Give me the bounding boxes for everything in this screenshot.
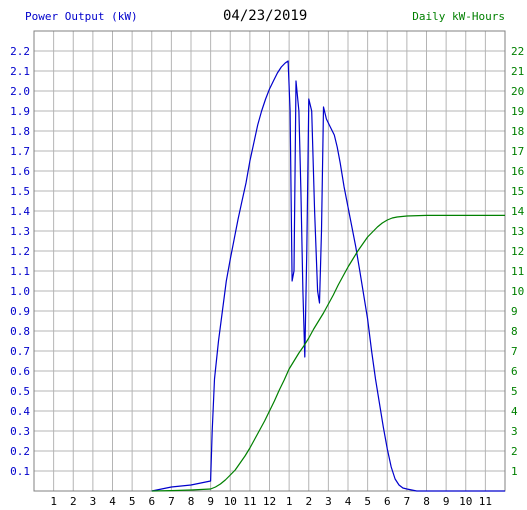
x-tick-label: 10 xyxy=(224,495,237,508)
x-tick-label: 9 xyxy=(207,495,214,508)
x-tick-label: 11 xyxy=(479,495,492,508)
x-tick-label: 9 xyxy=(443,495,450,508)
left-tick-label: 0.9 xyxy=(10,305,30,318)
x-tick-label: 5 xyxy=(129,495,136,508)
right-tick-label: 15 xyxy=(511,185,524,198)
left-axis-title: Power Output (kW) xyxy=(25,10,138,23)
x-tick-label: 3 xyxy=(90,495,97,508)
x-tick-label: 6 xyxy=(148,495,155,508)
left-tick-label: 2.0 xyxy=(10,85,30,98)
x-tick-label: 5 xyxy=(364,495,371,508)
right-tick-label: 22 xyxy=(511,45,524,58)
x-tick-label: 2 xyxy=(70,495,77,508)
x-tick-label: 7 xyxy=(404,495,411,508)
x-tick-label: 1 xyxy=(50,495,57,508)
right-tick-label: 7 xyxy=(511,345,518,358)
right-tick-label: 21 xyxy=(511,65,524,78)
left-tick-label: 0.2 xyxy=(10,445,30,458)
x-tick-label: 12 xyxy=(263,495,276,508)
left-tick-label: 1.7 xyxy=(10,145,30,158)
daily-kwh-line xyxy=(151,214,505,492)
right-tick-label: 5 xyxy=(511,385,518,398)
right-axis-title: Daily kW-Hours xyxy=(412,10,505,23)
left-tick-label: 2.2 xyxy=(10,45,30,58)
right-tick-label: 3 xyxy=(511,425,518,438)
x-tick-label: 4 xyxy=(345,495,352,508)
left-tick-label: 1.6 xyxy=(10,165,30,178)
x-tick-label: 2 xyxy=(305,495,312,508)
left-tick-label: 0.8 xyxy=(10,325,30,338)
right-tick-label: 8 xyxy=(511,325,518,338)
power-output-line xyxy=(151,60,505,492)
left-tick-label: 1.1 xyxy=(10,265,30,278)
right-tick-label: 1 xyxy=(511,465,518,478)
right-tick-label: 20 xyxy=(511,85,524,98)
left-tick-label: 1.8 xyxy=(10,125,30,138)
left-tick-label: 0.1 xyxy=(10,465,30,478)
left-tick-label: 1.9 xyxy=(10,105,30,118)
right-tick-label: 16 xyxy=(511,165,524,178)
left-tick-label: 2.1 xyxy=(10,65,30,78)
x-tick-label: 10 xyxy=(459,495,472,508)
right-tick-label: 10 xyxy=(511,285,524,298)
right-tick-label: 6 xyxy=(511,365,518,378)
x-tick-label: 1 xyxy=(286,495,293,508)
left-tick-label: 1.2 xyxy=(10,245,30,258)
x-tick-label: 11 xyxy=(243,495,256,508)
x-tick-label: 8 xyxy=(423,495,430,508)
left-tick-label: 0.4 xyxy=(10,405,30,418)
left-tick-label: 0.7 xyxy=(10,345,30,358)
right-tick-label: 2 xyxy=(511,445,518,458)
right-tick-label: 11 xyxy=(511,265,524,278)
left-tick-label: 1.4 xyxy=(10,205,30,218)
right-tick-label: 12 xyxy=(511,245,524,258)
right-tick-label: 18 xyxy=(511,125,524,138)
x-tick-label: 4 xyxy=(109,495,116,508)
chart-title: 04/23/2019 xyxy=(223,8,308,24)
x-tick-label: 8 xyxy=(188,495,195,508)
left-tick-label: 1.5 xyxy=(10,185,30,198)
left-tick-label: 1.0 xyxy=(10,285,30,298)
plot-frame xyxy=(33,30,506,492)
right-tick-label: 4 xyxy=(511,405,518,418)
right-tick-label: 17 xyxy=(511,145,524,158)
right-tick-label: 19 xyxy=(511,105,524,118)
x-tick-label: 6 xyxy=(384,495,391,508)
right-tick-label: 9 xyxy=(511,305,518,318)
left-tick-label: 0.5 xyxy=(10,385,30,398)
left-tick-label: 0.3 xyxy=(10,425,30,438)
right-tick-label: 13 xyxy=(511,225,524,238)
left-tick-label: 0.6 xyxy=(10,365,30,378)
left-tick-label: 1.3 xyxy=(10,225,30,238)
x-tick-label: 3 xyxy=(325,495,332,508)
x-tick-label: 7 xyxy=(168,495,175,508)
right-tick-label: 14 xyxy=(511,205,525,218)
